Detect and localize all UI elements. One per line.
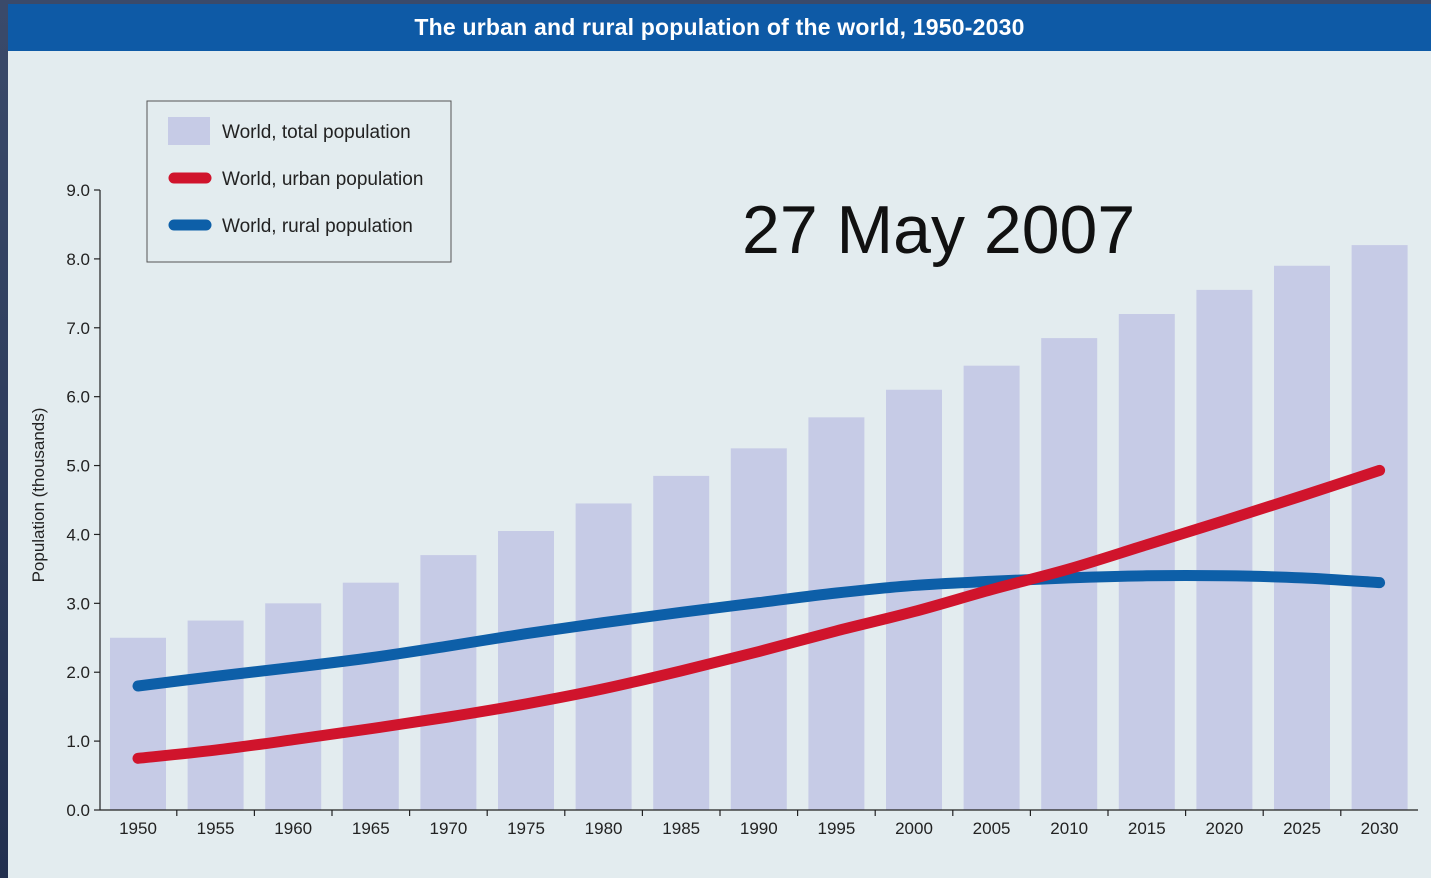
bar-total-1985 [653,475,710,810]
y-tick-label: 5.0 [66,457,90,476]
chart-title: The urban and rural population of the wo… [414,14,1025,40]
legend: World, total population World, urban popu… [146,100,452,263]
bar-total-1955 [187,620,244,810]
bar-total-1960 [265,603,322,810]
x-tick-label: 1980 [585,819,623,838]
y-tick-label: 0.0 [66,801,90,820]
legend-label-urban: World, urban population [222,169,423,190]
x-tick-label: 1955 [197,819,235,838]
legend-label-rural: World, rural population [222,216,413,237]
y-tick-label: 1.0 [66,732,90,751]
x-tick-label: 2000 [895,819,933,838]
y-tick-label: 9.0 [66,181,90,200]
bar-total-2015 [1118,314,1175,810]
lines-layer [132,464,1386,764]
bar-total-1950 [110,637,166,810]
bar-total-1965 [342,582,399,810]
y-tick-label: 7.0 [66,319,90,338]
y-axis-label: Population (thousands) [29,408,48,583]
axes-layer: 0.0 1.0 2.0 3.0 4.0 5.0 6.0 7.0 8.0 9.0 1950 1955 19… [29,181,1418,838]
bar-total-2000 [886,389,942,810]
legend-swatch-total [168,117,210,145]
x-tick-label: 2020 [1205,819,1243,838]
date-annotation: 27 May 2007 [742,192,1136,268]
bar-total-1995 [808,417,865,810]
x-tick-label: 1990 [740,819,778,838]
x-tick-label: 1950 [119,819,157,838]
x-tick-label: 1970 [429,819,467,838]
x-tick-label: 1975 [507,819,545,838]
x-tick-label: 2015 [1128,819,1166,838]
rural-population-line [132,570,1386,692]
bar-total-1980 [575,503,632,810]
x-tick-label: 1985 [662,819,700,838]
bar-total-2020 [1196,289,1253,810]
bar-total-2030 [1351,245,1408,811]
x-tick-label: 1995 [817,819,855,838]
bar-total-1970 [420,555,477,810]
y-tick-label: 2.0 [66,663,90,682]
x-tick-label: 2010 [1050,819,1088,838]
x-tick-label: 1960 [274,819,312,838]
legend-label-total: World, total population [222,122,411,143]
y-tick-label: 6.0 [66,388,90,407]
x-tick-label: 1965 [352,819,390,838]
y-tick-label: 4.0 [66,525,90,544]
x-tick-label: 2005 [973,819,1011,838]
y-tick-label: 3.0 [66,594,90,613]
y-tick-label: 8.0 [66,250,90,269]
urban-population-line [132,464,1386,764]
x-tick-label: 2025 [1283,819,1321,838]
x-tick-label: 2030 [1361,819,1399,838]
title-bar: The urban and rural population of the wo… [8,4,1431,51]
bar-total-2025 [1274,265,1330,810]
bar-total-1975 [498,531,554,810]
bar-total-1990 [730,448,787,810]
